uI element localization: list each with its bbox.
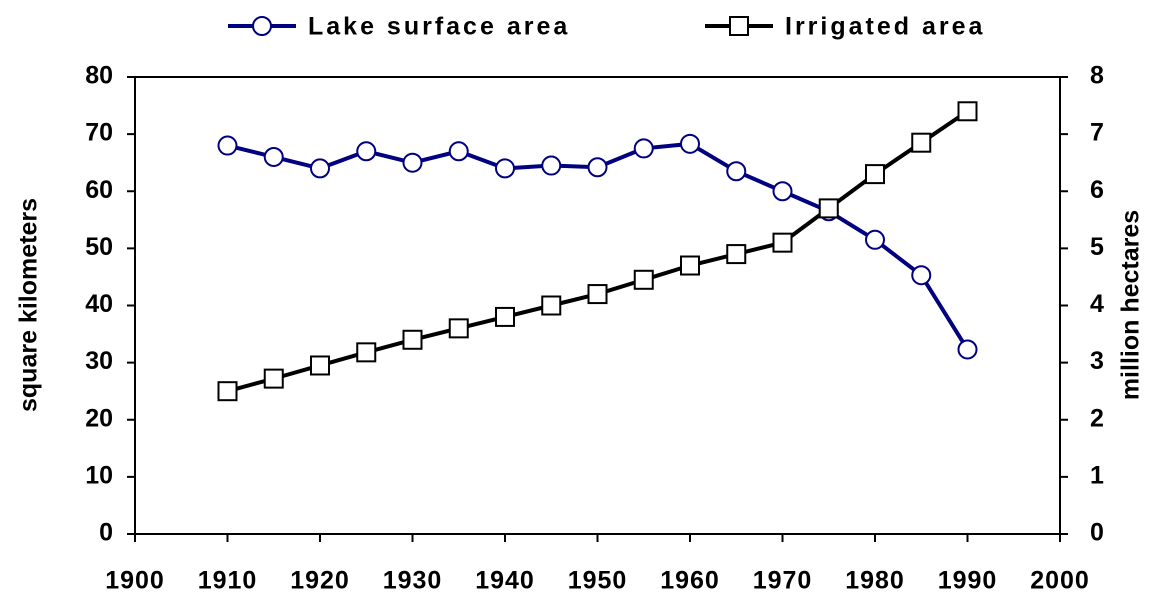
data-point (680, 255, 700, 276)
data-point (310, 158, 330, 179)
y-tick-label: 20 (85, 404, 113, 432)
data-point (263, 368, 284, 389)
legend-label: Lake surface area (308, 13, 570, 41)
data-point (911, 265, 932, 286)
data-point (495, 306, 515, 327)
data-point (633, 138, 654, 159)
legend-label: Irrigated area (785, 13, 985, 41)
y2-tick-label: 6 (1090, 176, 1104, 204)
y-tick-label: 0 (99, 519, 113, 547)
x-tick-label: 2000 (1030, 567, 1090, 595)
y2-tick-label: 2 (1090, 404, 1104, 432)
x-tick-label: 1910 (198, 567, 258, 595)
y2-tick-label: 3 (1090, 347, 1104, 375)
x-tick-label: 1970 (753, 567, 813, 595)
y2-tick-label: 7 (1090, 119, 1104, 147)
y2-tick-label: 0 (1090, 519, 1104, 547)
x-tick-label: 1960 (660, 567, 720, 595)
data-point (726, 161, 747, 182)
data-point (957, 101, 978, 122)
data-point (541, 155, 562, 176)
data-point (865, 164, 885, 185)
data-point (448, 141, 469, 162)
data-point (263, 146, 284, 167)
data-point (356, 342, 377, 363)
y2-axis-label: million hectares (1117, 210, 1145, 400)
data-point (448, 318, 469, 339)
data-point (726, 244, 747, 265)
data-point (402, 329, 423, 350)
legend-marker (729, 16, 749, 36)
y-axis-label: square kilometers (15, 198, 43, 412)
y2-tick-label: 4 (1090, 290, 1104, 318)
y-tick-label: 80 (85, 62, 113, 90)
y-tick-label: 50 (85, 233, 113, 261)
data-point (217, 135, 238, 156)
data-point (772, 181, 793, 202)
data-point (865, 229, 885, 250)
series-line (226, 109, 969, 394)
data-point (911, 132, 932, 153)
x-tick-label: 1980 (845, 567, 905, 595)
y-tick-label: 40 (85, 290, 113, 318)
data-point (495, 158, 515, 179)
y2-tick-label: 8 (1090, 62, 1104, 90)
data-point (772, 232, 793, 253)
y2-tick-label: 1 (1090, 461, 1104, 489)
data-point (402, 152, 423, 173)
data-point (541, 295, 562, 316)
x-tick-label: 1920 (290, 567, 350, 595)
data-point (356, 141, 377, 162)
x-tick-label: 1950 (568, 567, 628, 595)
data-point (957, 339, 978, 360)
legend-marker (252, 16, 272, 36)
y-tick-label: 60 (85, 176, 113, 204)
y-tick-label: 30 (85, 347, 113, 375)
x-tick-label: 1940 (475, 567, 535, 595)
x-tick-label: 1990 (938, 567, 998, 595)
data-point (818, 198, 839, 219)
y-tick-label: 10 (85, 461, 113, 489)
data-point (587, 284, 608, 305)
x-tick-label: 1930 (383, 567, 443, 595)
y-tick-label: 70 (85, 119, 113, 147)
y2-tick-label: 5 (1090, 233, 1104, 261)
data-point (680, 133, 700, 154)
x-tick-label: 1900 (105, 567, 165, 595)
data-point (217, 381, 238, 402)
data-point (633, 269, 654, 290)
data-point (310, 355, 330, 376)
data-point (587, 157, 608, 178)
